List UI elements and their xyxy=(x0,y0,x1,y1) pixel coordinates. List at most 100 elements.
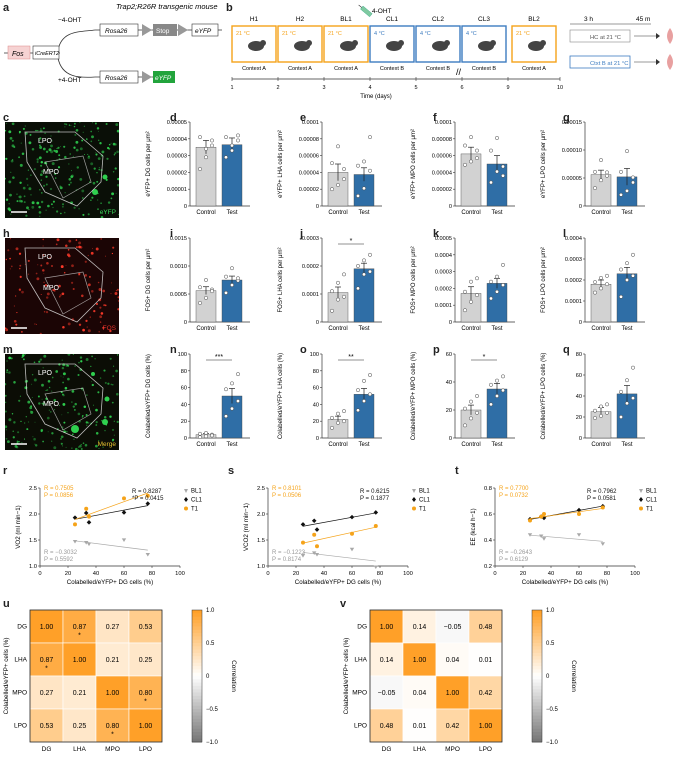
cell-dot xyxy=(85,421,89,424)
cell-dot xyxy=(117,213,119,215)
stat-r-bl1: R = −0.3032 xyxy=(44,550,78,556)
cell-dot xyxy=(61,445,63,447)
data-point xyxy=(314,552,320,557)
row-label: LHA xyxy=(14,657,27,664)
y-tick-label: 0.0001 xyxy=(565,299,582,305)
legend-marker xyxy=(639,489,643,493)
y-axis-label: eYFP+ LHA cells per μm² xyxy=(278,130,284,198)
cell-dot xyxy=(115,290,117,292)
cell-dot xyxy=(61,366,65,370)
cell-dot xyxy=(34,421,36,423)
y-tick-label: 0.0005 xyxy=(435,236,452,242)
mouse-icon xyxy=(444,40,450,46)
data-point xyxy=(495,289,499,294)
colorbar-segment xyxy=(532,619,542,624)
colorbar-segment xyxy=(192,685,202,690)
cell-dot xyxy=(117,299,119,302)
heatmap-cell xyxy=(468,708,503,743)
y-tick-label: 0.0010 xyxy=(170,264,187,270)
y-axis-label: FOS+ MPO cells per μm² xyxy=(411,246,417,313)
x-tick-label: Test xyxy=(226,210,237,216)
cell-dot xyxy=(5,394,7,397)
panel-label-k: k xyxy=(433,228,440,240)
data-point xyxy=(599,404,603,409)
data-point xyxy=(501,164,505,169)
cell-dot xyxy=(18,252,22,255)
x-tick-label: 60 xyxy=(121,571,127,577)
heatmap-cell xyxy=(62,675,97,710)
cell-dot xyxy=(80,360,83,363)
session-context: Context A xyxy=(288,66,312,72)
data-point xyxy=(501,262,505,267)
cell-dot xyxy=(80,443,82,446)
cell-dot xyxy=(91,383,94,387)
cell-dot xyxy=(31,201,35,205)
brain-tissue-icon xyxy=(667,28,673,44)
cell-dot xyxy=(22,358,25,361)
ctxt-label: Ctxt B at 21 °C xyxy=(590,61,628,67)
y-tick-label: 80 xyxy=(313,369,319,375)
cell-dot xyxy=(7,249,10,252)
significance-star: * xyxy=(144,699,147,706)
colorbar-segment xyxy=(532,626,542,631)
cell-dot xyxy=(36,277,40,281)
bar-chart-p: 0 20 40 60 Colabelled/eYFP+ MPO cells (%) Con… xyxy=(411,352,515,448)
ctxt-box xyxy=(569,55,631,69)
x-tick-label: Control xyxy=(461,442,480,448)
cell-dot xyxy=(9,238,12,240)
colorbar-segment xyxy=(532,735,542,740)
colorbar-segment xyxy=(192,629,202,634)
cell-dot xyxy=(94,122,97,125)
cell-dot xyxy=(6,440,10,444)
heatmap-value: 1.00 xyxy=(446,690,460,697)
session-context: Context B xyxy=(472,66,496,72)
cell-dot xyxy=(42,269,45,272)
panel-label-q: q xyxy=(563,344,570,356)
cell-dot xyxy=(62,205,64,208)
x-tick-label: 20 xyxy=(520,571,526,577)
data-point xyxy=(342,272,346,277)
legend-label: BL1 xyxy=(191,489,202,495)
heatmap-cell xyxy=(128,675,163,710)
y-axis-label: FOS+ DG cells per μm² xyxy=(146,249,152,312)
data-point xyxy=(204,155,208,160)
data-point xyxy=(315,544,319,549)
cell-dot xyxy=(45,296,49,299)
cell-dot xyxy=(8,130,12,134)
heatmap-cell xyxy=(95,609,130,644)
x-tick-label: 80 xyxy=(604,571,610,577)
cell-dot xyxy=(84,443,88,447)
cell-dot xyxy=(31,397,33,398)
cell-dot xyxy=(45,175,48,178)
data-point xyxy=(495,169,499,174)
y-tick-label: 60 xyxy=(313,386,319,392)
legend-marker xyxy=(412,506,416,511)
stat-p-cl1: *P = 0.0415 xyxy=(132,496,164,502)
cell-dot xyxy=(61,203,65,206)
y-axis-label: Colabelled/eYFP+ cells (%) xyxy=(3,638,10,715)
cell-dot xyxy=(63,211,66,214)
mpo-label: MPO xyxy=(43,169,60,176)
data-point xyxy=(210,138,214,143)
row-label: LPO xyxy=(354,723,367,730)
cell-dot xyxy=(92,248,93,250)
cell-dot xyxy=(92,189,98,195)
colorbar-segment xyxy=(532,636,542,641)
colorbar-tick-label: 1.0 xyxy=(206,608,215,614)
colorbar-segment xyxy=(192,619,202,624)
stat-r-t1: R = 0.7700 xyxy=(499,486,529,492)
colorbar-segment xyxy=(532,705,542,710)
colorbar-segment xyxy=(532,689,542,693)
data-point xyxy=(475,410,479,415)
cell-dot xyxy=(71,433,74,436)
cell-dot xyxy=(42,254,45,256)
colorbar-segment xyxy=(532,718,542,723)
cell-dot xyxy=(23,438,26,440)
data-point xyxy=(330,308,334,313)
cell-dot xyxy=(101,150,105,154)
y-tick-label: 0.0002 xyxy=(302,264,319,270)
stat-r-bl1: R = −0.1223 xyxy=(272,550,306,556)
y-tick-label: 20 xyxy=(446,408,452,414)
cell-dot xyxy=(7,207,11,211)
y-tick-label: 0.00004 xyxy=(299,170,319,176)
